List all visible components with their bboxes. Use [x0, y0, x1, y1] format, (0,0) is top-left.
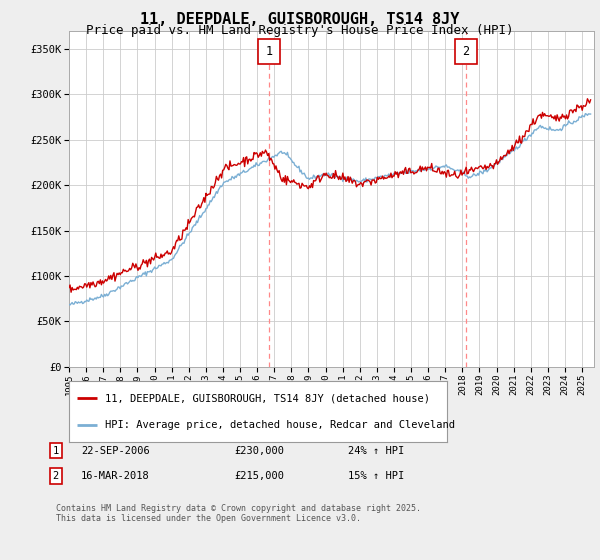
- Text: 2: 2: [53, 471, 59, 481]
- Text: 15% ↑ HPI: 15% ↑ HPI: [348, 471, 404, 481]
- Text: 11, DEEPDALE, GUISBOROUGH, TS14 8JY (detached house): 11, DEEPDALE, GUISBOROUGH, TS14 8JY (det…: [105, 393, 430, 403]
- Text: Contains HM Land Registry data © Crown copyright and database right 2025.
This d: Contains HM Land Registry data © Crown c…: [56, 504, 421, 524]
- Text: 2: 2: [462, 45, 469, 58]
- Text: £230,000: £230,000: [234, 446, 284, 456]
- Text: 1: 1: [53, 446, 59, 456]
- Text: HPI: Average price, detached house, Redcar and Cleveland: HPI: Average price, detached house, Redc…: [105, 420, 455, 430]
- Text: 24% ↑ HPI: 24% ↑ HPI: [348, 446, 404, 456]
- Text: 16-MAR-2018: 16-MAR-2018: [81, 471, 150, 481]
- Text: 11, DEEPDALE, GUISBOROUGH, TS14 8JY: 11, DEEPDALE, GUISBOROUGH, TS14 8JY: [140, 12, 460, 27]
- Text: £215,000: £215,000: [234, 471, 284, 481]
- Text: 1: 1: [266, 45, 273, 58]
- Text: Price paid vs. HM Land Registry's House Price Index (HPI): Price paid vs. HM Land Registry's House …: [86, 24, 514, 37]
- FancyBboxPatch shape: [455, 39, 477, 64]
- Text: 22-SEP-2006: 22-SEP-2006: [81, 446, 150, 456]
- FancyBboxPatch shape: [259, 39, 280, 64]
